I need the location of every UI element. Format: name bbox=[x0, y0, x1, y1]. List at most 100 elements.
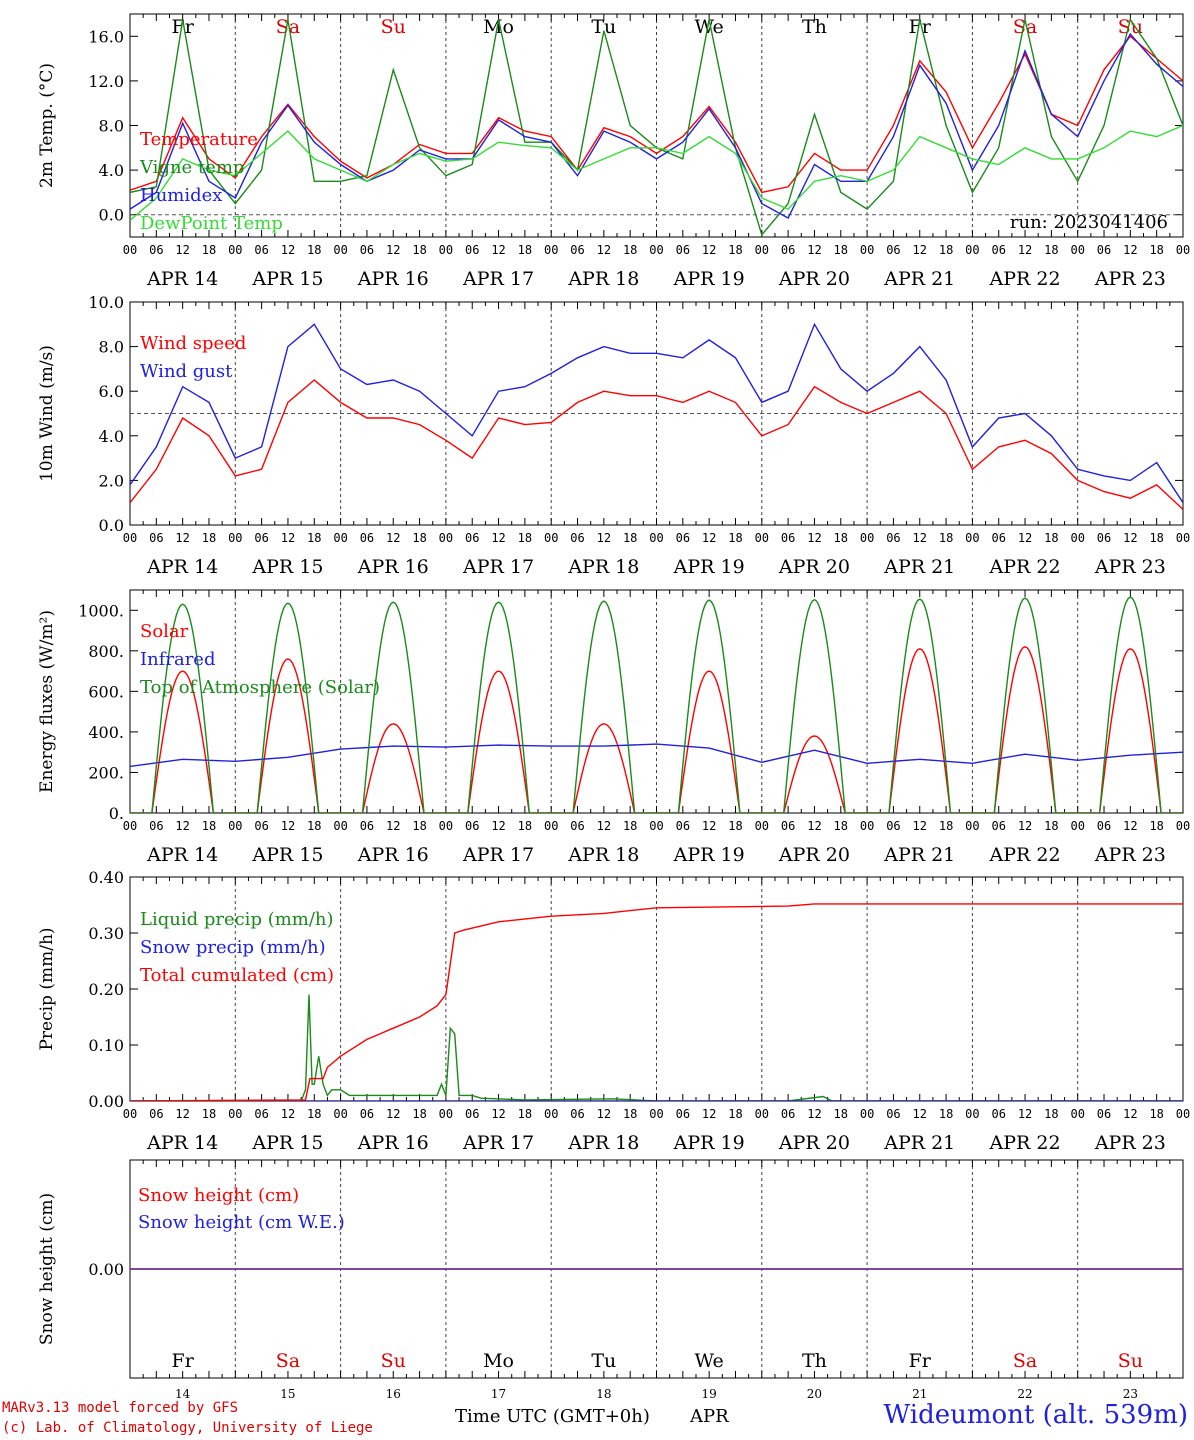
hour-label: 06 bbox=[781, 1107, 795, 1121]
hour-label: 12 bbox=[1123, 243, 1137, 257]
hour-label: 00 bbox=[965, 819, 979, 833]
weekday-label: Tu bbox=[591, 1350, 616, 1372]
date-label: APR 23 bbox=[1094, 844, 1166, 866]
hour-label: 18 bbox=[623, 243, 637, 257]
hour-label: 00 bbox=[333, 243, 347, 257]
hour-label: 06 bbox=[254, 819, 268, 833]
hour-label: 00 bbox=[755, 531, 769, 545]
y-tick-label: 0.10 bbox=[88, 1036, 124, 1055]
hour-label: 12 bbox=[386, 1107, 400, 1121]
hour-label: 00 bbox=[860, 1107, 874, 1121]
hour-label: 06 bbox=[254, 243, 268, 257]
hour-label: 00 bbox=[439, 819, 453, 833]
hour-label: 06 bbox=[781, 531, 795, 545]
y-tick-label: 600. bbox=[88, 682, 124, 701]
day-number-label: 22 bbox=[1017, 1387, 1032, 1401]
hour-label: 12 bbox=[1018, 531, 1032, 545]
hour-label: 12 bbox=[175, 531, 189, 545]
y-tick-label: 0.00 bbox=[88, 1092, 124, 1111]
date-label: APR 19 bbox=[673, 844, 745, 866]
hour-label: 12 bbox=[175, 243, 189, 257]
weekday-label: Fr bbox=[909, 1350, 932, 1372]
hour-label: 12 bbox=[491, 531, 505, 545]
hour-label: 18 bbox=[728, 819, 742, 833]
hour-label: 00 bbox=[755, 819, 769, 833]
hour-label: 12 bbox=[1123, 1107, 1137, 1121]
day-number-label: 23 bbox=[1123, 1387, 1138, 1401]
hour-label: 06 bbox=[991, 1107, 1005, 1121]
day-number-label: 18 bbox=[596, 1387, 611, 1401]
series-line-1 bbox=[130, 646, 1183, 813]
series-line-3 bbox=[130, 32, 1183, 219]
hour-label: 18 bbox=[412, 819, 426, 833]
series-line-3 bbox=[130, 596, 1183, 813]
date-label: APR 20 bbox=[778, 844, 850, 866]
legend-entry: Wind speed bbox=[140, 333, 246, 354]
series-group bbox=[130, 596, 1183, 813]
date-label: APR 18 bbox=[567, 1132, 639, 1154]
series-group bbox=[130, 903, 1183, 1101]
hour-label: 12 bbox=[1018, 1107, 1032, 1121]
hour-label: 12 bbox=[597, 819, 611, 833]
hour-label: 06 bbox=[886, 243, 900, 257]
hour-label: 00 bbox=[649, 819, 663, 833]
hour-label: 00 bbox=[649, 243, 663, 257]
hour-label: 00 bbox=[228, 243, 242, 257]
hour-label: 06 bbox=[360, 243, 374, 257]
hour-label: 18 bbox=[1044, 243, 1058, 257]
plot-frame bbox=[129, 589, 1184, 814]
date-label: APR 16 bbox=[357, 556, 429, 578]
date-label: APR 15 bbox=[251, 1132, 323, 1154]
date-label: APR 17 bbox=[462, 556, 534, 578]
hour-label: 06 bbox=[781, 819, 795, 833]
hour-label: 12 bbox=[702, 1107, 716, 1121]
weekday-label: Tu bbox=[591, 16, 616, 38]
date-label: APR 17 bbox=[462, 1132, 534, 1154]
hour-label: 12 bbox=[807, 243, 821, 257]
hour-label: 18 bbox=[1149, 819, 1163, 833]
hour-label: 00 bbox=[1070, 1107, 1084, 1121]
legend-entry: Snow height (cm W.E.) bbox=[138, 1212, 345, 1233]
y-tick-label: 10.0 bbox=[88, 293, 124, 312]
legend-entry: Solar bbox=[140, 621, 189, 642]
date-label: APR 14 bbox=[146, 844, 218, 866]
hour-label: 18 bbox=[939, 819, 953, 833]
hour-label: 00 bbox=[860, 243, 874, 257]
date-label: APR 22 bbox=[989, 556, 1061, 578]
hour-label: 00 bbox=[544, 819, 558, 833]
hour-label: 00 bbox=[123, 1107, 137, 1121]
weekday-label: We bbox=[695, 16, 724, 38]
hour-label: 06 bbox=[886, 1107, 900, 1121]
day-number-label: 16 bbox=[386, 1387, 401, 1401]
legend-entry: Snow height (cm) bbox=[138, 1185, 299, 1206]
hour-label: 06 bbox=[570, 1107, 584, 1121]
y-axis-label: Precip (mm/h) bbox=[37, 927, 57, 1050]
hour-label: 18 bbox=[202, 819, 216, 833]
y-tick-label: 800. bbox=[88, 642, 124, 661]
hour-label: 00 bbox=[228, 531, 242, 545]
hour-label: 00 bbox=[1070, 243, 1084, 257]
hour-label: 06 bbox=[1097, 531, 1111, 545]
hour-label: 12 bbox=[281, 819, 295, 833]
hour-label: 12 bbox=[597, 243, 611, 257]
hour-label: 12 bbox=[281, 243, 295, 257]
hour-label: 00 bbox=[755, 243, 769, 257]
y-axis-label: Energy fluxes (W/m²) bbox=[37, 610, 57, 793]
x-axis-month: APR bbox=[690, 1406, 729, 1427]
hour-label: 00 bbox=[860, 819, 874, 833]
hour-label: 06 bbox=[1097, 243, 1111, 257]
hour-label: 12 bbox=[597, 1107, 611, 1121]
y-tick-label: 0.20 bbox=[88, 980, 124, 999]
hour-label: 18 bbox=[939, 531, 953, 545]
hour-label: 00 bbox=[965, 243, 979, 257]
hour-label: 06 bbox=[465, 1107, 479, 1121]
hour-label: 12 bbox=[491, 819, 505, 833]
hour-label: 06 bbox=[886, 819, 900, 833]
hour-label: 18 bbox=[202, 531, 216, 545]
hour-label: 06 bbox=[991, 243, 1005, 257]
hour-label: 00 bbox=[333, 1107, 347, 1121]
hour-label: 00 bbox=[1070, 531, 1084, 545]
hour-label: 06 bbox=[149, 243, 163, 257]
y-tick-label: 0.30 bbox=[88, 924, 124, 943]
